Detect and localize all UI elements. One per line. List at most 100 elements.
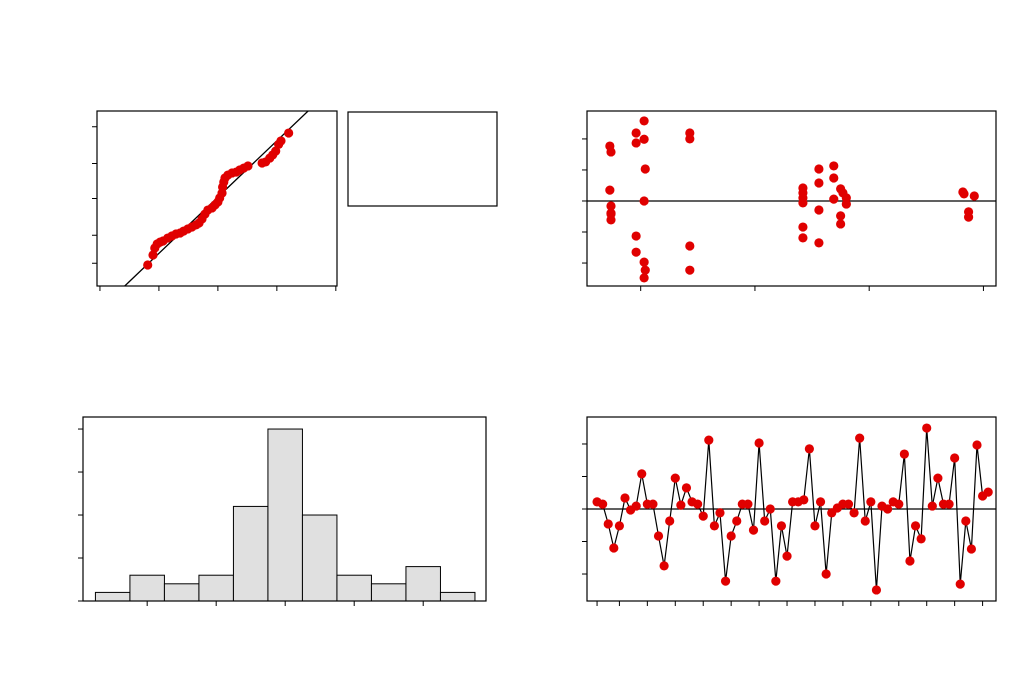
point bbox=[836, 219, 846, 229]
point bbox=[765, 504, 775, 514]
point bbox=[799, 495, 809, 505]
bar bbox=[439, 591, 476, 602]
point bbox=[798, 198, 808, 208]
point bbox=[860, 516, 870, 526]
point bbox=[639, 257, 649, 267]
point bbox=[776, 521, 787, 531]
point bbox=[829, 161, 839, 171]
point bbox=[620, 493, 630, 503]
point bbox=[910, 521, 921, 531]
point bbox=[969, 191, 979, 201]
plot-frame bbox=[82, 416, 487, 602]
bar bbox=[336, 574, 372, 602]
point bbox=[814, 178, 824, 188]
point bbox=[849, 508, 859, 518]
point bbox=[905, 556, 915, 566]
point bbox=[640, 164, 650, 174]
point bbox=[614, 521, 625, 531]
point bbox=[916, 534, 926, 544]
point bbox=[927, 501, 937, 511]
point bbox=[148, 250, 158, 260]
bar bbox=[405, 566, 441, 602]
point bbox=[698, 511, 708, 521]
point bbox=[883, 504, 893, 514]
point bbox=[798, 233, 808, 243]
point bbox=[810, 521, 820, 531]
panel bbox=[582, 416, 997, 606]
point bbox=[143, 260, 153, 270]
point bbox=[653, 531, 664, 541]
bar bbox=[267, 428, 303, 602]
point bbox=[983, 487, 993, 497]
point bbox=[771, 576, 781, 586]
panel bbox=[582, 110, 997, 291]
point bbox=[715, 508, 725, 518]
point bbox=[871, 585, 882, 595]
point bbox=[639, 116, 649, 126]
point bbox=[841, 199, 851, 209]
point bbox=[922, 423, 932, 433]
panel bbox=[92, 110, 338, 291]
point bbox=[748, 525, 759, 535]
point bbox=[894, 499, 904, 509]
point bbox=[709, 521, 719, 531]
point bbox=[631, 501, 641, 511]
point bbox=[676, 500, 686, 510]
panel bbox=[78, 416, 487, 606]
plot-frame bbox=[586, 110, 997, 287]
point bbox=[665, 516, 675, 526]
point bbox=[814, 205, 824, 215]
point bbox=[821, 569, 831, 579]
point bbox=[670, 473, 680, 483]
point bbox=[243, 161, 253, 171]
point bbox=[815, 497, 826, 507]
bar bbox=[94, 591, 131, 602]
point bbox=[637, 469, 647, 479]
point bbox=[639, 196, 649, 206]
point bbox=[754, 438, 764, 448]
point bbox=[631, 128, 641, 138]
bar bbox=[301, 514, 338, 602]
point bbox=[732, 516, 742, 526]
plot-frame bbox=[96, 110, 338, 287]
point bbox=[284, 128, 294, 138]
point bbox=[639, 134, 649, 144]
bar bbox=[198, 574, 234, 602]
point bbox=[648, 499, 658, 509]
point bbox=[685, 241, 695, 251]
point bbox=[603, 519, 613, 529]
point bbox=[804, 444, 814, 454]
point bbox=[640, 265, 650, 275]
point bbox=[829, 173, 839, 183]
legend-box bbox=[347, 111, 498, 207]
point bbox=[685, 265, 695, 275]
point bbox=[955, 579, 965, 589]
point bbox=[704, 435, 714, 445]
point bbox=[606, 215, 616, 225]
point bbox=[933, 473, 943, 483]
point bbox=[782, 551, 792, 561]
point bbox=[631, 138, 641, 148]
point bbox=[681, 483, 692, 493]
bar bbox=[370, 583, 407, 602]
point bbox=[639, 273, 649, 283]
point bbox=[814, 238, 824, 248]
point bbox=[866, 497, 876, 507]
point bbox=[966, 544, 977, 554]
bar bbox=[232, 505, 269, 602]
point bbox=[760, 516, 770, 526]
bar bbox=[163, 583, 200, 602]
point bbox=[814, 164, 824, 174]
point bbox=[720, 576, 731, 586]
point bbox=[685, 134, 695, 144]
point bbox=[829, 194, 839, 204]
point bbox=[950, 453, 960, 463]
point bbox=[659, 561, 669, 571]
point bbox=[276, 136, 286, 146]
point bbox=[972, 440, 982, 450]
point bbox=[631, 231, 641, 241]
point bbox=[963, 212, 974, 222]
point bbox=[843, 499, 854, 509]
plot-frame bbox=[586, 416, 997, 602]
